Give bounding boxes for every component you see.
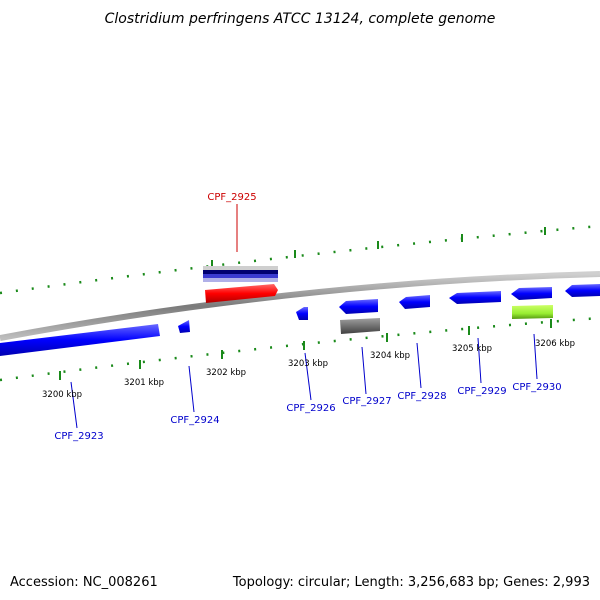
- tick-labels: 3200 kbp 3201 kbp 3202 kbp 3203 kbp 3204…: [42, 339, 575, 400]
- gene-label-cpf-2929[interactable]: CPF_2929: [457, 386, 506, 397]
- major-ticks: [59, 227, 552, 380]
- gene-label-cpf-2927[interactable]: CPF_2927: [342, 396, 391, 407]
- gene-cpf-2927[interactable]: [339, 299, 378, 314]
- tick-label: 3203 kbp: [288, 359, 328, 369]
- genome-backbone: [0, 271, 600, 341]
- map-title: Clostridium perfringens ATCC 13124, comp…: [105, 11, 496, 27]
- label-leaders: [70, 204, 538, 429]
- gene-label-cpf-2925[interactable]: CPF_2925: [207, 192, 256, 203]
- tick-label: 3204 kbp: [370, 351, 410, 361]
- gene-cpf-2930-forward[interactable]: [511, 287, 552, 300]
- gene-cpf-2923[interactable]: [0, 324, 160, 356]
- gene-cpf-2925[interactable]: [205, 284, 278, 303]
- gene-label-cpf-2926[interactable]: CPF_2926: [286, 403, 335, 414]
- gene-label-cpf-2928[interactable]: CPF_2928: [397, 391, 446, 402]
- gene-cpf-2927b[interactable]: [340, 318, 380, 334]
- gene-label-cpf-2930[interactable]: CPF_2930: [512, 382, 561, 393]
- gene-label-cpf-2923[interactable]: CPF_2923: [54, 431, 103, 442]
- tick-label: 3200 kbp: [42, 390, 82, 400]
- gene-features: [0, 284, 600, 356]
- gene-labels: CPF_2923 CPF_2924 CPF_2925 CPF_2926 CPF_…: [54, 192, 561, 442]
- outer-tick-ring: [0, 224, 600, 295]
- gene-cpf-2931[interactable]: [565, 284, 600, 297]
- gene-cpf-2926[interactable]: [296, 307, 308, 320]
- gene-cpf-2930[interactable]: [512, 305, 553, 319]
- inner-tick-ring: [0, 316, 600, 382]
- feature-stack-cpf-2925: [203, 266, 278, 282]
- gene-cpf-2929[interactable]: [449, 291, 501, 304]
- tick-label: 3201 kbp: [124, 378, 164, 388]
- gene-label-cpf-2924[interactable]: CPF_2924: [170, 415, 219, 426]
- accession-text: Accession: NC_008261: [10, 575, 158, 590]
- tick-label: 3202 kbp: [206, 368, 246, 378]
- gene-cpf-2928[interactable]: [399, 295, 430, 309]
- tick-label: 3206 kbp: [535, 339, 575, 349]
- tick-label: 3205 kbp: [452, 344, 492, 354]
- genome-summary-text: Topology: circular; Length: 3,256,683 bp…: [232, 575, 590, 590]
- gene-cpf-2924[interactable]: [178, 320, 190, 333]
